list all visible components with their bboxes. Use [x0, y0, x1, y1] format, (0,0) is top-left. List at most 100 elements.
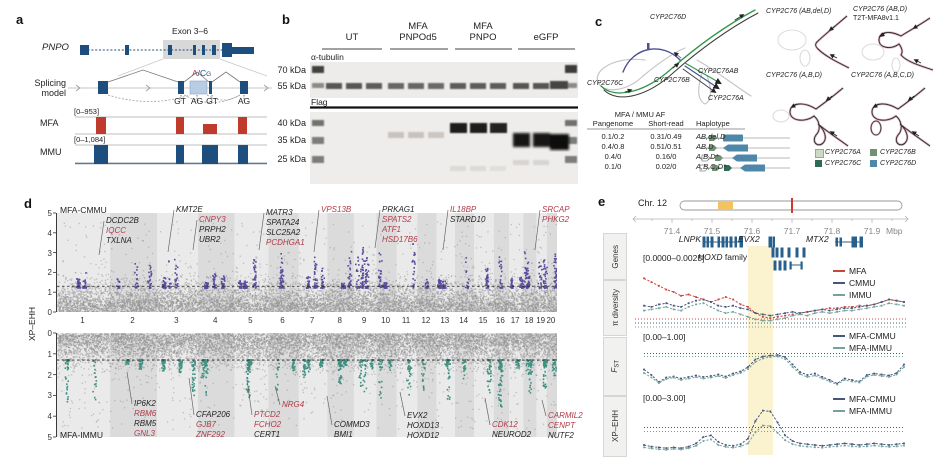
lane-group-mfa-pnpo-l2: PNPO: [469, 32, 497, 43]
statistic-line-series: [643, 277, 905, 451]
legend-label-cyp2c76a: CYP2C76A: [825, 149, 861, 156]
chromosome-number: 11: [401, 316, 411, 325]
table-cell: A,B,C,D*: [696, 162, 727, 171]
alternative-exon-box: [189, 80, 208, 95]
gene-label: GNL3: [134, 429, 155, 438]
chromosome-number: 8: [337, 316, 342, 325]
legend-swatch-cyp2c76a: [815, 149, 824, 158]
table-col-haplotype: Haplotype: [696, 119, 730, 128]
gene-label: IL18BP: [450, 205, 477, 214]
gene-label: HSD17B6: [382, 235, 418, 244]
mmu-track-label: MMU: [40, 147, 62, 157]
gene-annotation-top: DCDC2B IQCC TXLNA: [106, 216, 139, 246]
series-line-MFA: [643, 277, 905, 319]
gene-label: BMI1: [334, 430, 353, 439]
marker-25kda: 25 kDa: [277, 154, 306, 164]
gene-label: GJB7: [196, 420, 217, 429]
table-group-header: MFA / MMU AF: [614, 110, 666, 119]
series-line-MFA-IMMU: [643, 424, 905, 451]
assembly-graph-1: [777, 15, 850, 70]
gene-annotation-bottom: COMMD3 BMI1: [334, 420, 370, 440]
gene-label: PCDHGA1: [266, 238, 305, 247]
marker-70kda: 70 kDa: [277, 65, 306, 75]
flag-blot: [310, 112, 578, 184]
chromosome-number: 13: [440, 316, 450, 325]
ideogram-region-marker: [718, 201, 733, 210]
mfa-coverage-bars: [96, 117, 247, 134]
marker-35kda: 35 kDa: [277, 135, 306, 145]
alt-splice-lines: [107, 94, 241, 103]
gene-annotation-top: VPS13B: [321, 205, 351, 215]
table-cell: 0.02/0: [655, 162, 677, 171]
legend-swatch-cyp2c76c: [815, 160, 822, 167]
ytick-top: 3: [47, 248, 52, 258]
xp-ehh-axis-label: XP–EHH: [27, 307, 37, 342]
gene-annotation-bottom: NRG4: [282, 400, 304, 410]
legend-label-fst-mfacmmu: MFA-CMMU: [849, 331, 896, 341]
chromosome-number: 18: [524, 316, 534, 325]
ytick-top: 0: [47, 308, 52, 317]
legend-swatch-cyp2c76b: [870, 149, 877, 156]
legend-dash-xp-mfaimmu: [833, 410, 845, 412]
splice-site-gt2: GT: [206, 96, 218, 106]
gene-label: MATR3: [266, 208, 293, 217]
chromosome-number: 14: [459, 316, 469, 325]
chromosome-number: 2: [130, 316, 135, 325]
gene-label: VPS13B: [321, 205, 352, 214]
gene-label: SLC25A2: [266, 228, 301, 237]
legend-dash-mfa: [833, 270, 845, 272]
axis-tick: 71.4: [663, 226, 681, 236]
gene-label: NUTF2: [548, 431, 574, 440]
row-label-fst: FST: [603, 337, 627, 396]
chromosome-number: 19: [536, 316, 546, 325]
lane-group-mfa-pnpod5-l2: PNPOd5: [399, 32, 437, 43]
gene-label-mtx2: MTX2: [806, 234, 829, 244]
tubulin-blot: [310, 62, 578, 98]
panel-b-blot-graphic: [310, 48, 578, 184]
gene-label: PHKG2: [542, 215, 570, 224]
gene-label: FCHO2: [254, 420, 282, 429]
splice-junction-lines: [107, 69, 241, 83]
assembly-graph-4: [870, 87, 931, 147]
chromosome-number: 9: [361, 316, 367, 325]
gene-annotation-top: KMT2E: [176, 205, 203, 215]
egfp-bands: [513, 133, 569, 150]
gene-label: SPATA24: [266, 218, 300, 227]
xpehh-range-label: [0.00–3.00]: [643, 393, 686, 403]
ytick-top: 2: [47, 268, 52, 278]
gene-label-hoxd-family: HOXD family: [698, 252, 748, 262]
panel-c-graph-graphic: [587, 9, 934, 172]
gene-label: HOXD13: [407, 421, 440, 430]
table-cell: 0.51/0.51: [650, 142, 682, 151]
manhattan-bottom-canvas: [56, 333, 557, 437]
gene-annotation-bottom: PTCD2 FCHO2 CERT1: [254, 410, 281, 440]
ytick-top: 1: [47, 288, 52, 298]
table-cell: 0.16/0: [655, 152, 677, 161]
graph-label-cyp2c76b: CYP2C76B: [654, 77, 690, 84]
table-cell: 0.1/0: [604, 162, 622, 171]
series-markers-CMMU: [643, 298, 905, 317]
blot1-antibody-label: α-tubulin: [311, 52, 344, 62]
comparison-label-top: MFA-CMMU: [60, 205, 107, 215]
axis-tick: 71.7: [783, 226, 801, 236]
gene-label: ATF1: [382, 225, 401, 234]
gene-label: CFAP206: [196, 410, 231, 419]
ytick-bottom: 4: [47, 412, 52, 422]
table-cell: A,B,D*: [696, 152, 719, 161]
gene-annotation-bottom: CARMIL2 CENPT NUTF2: [548, 411, 583, 441]
gene-label: HOXD12: [407, 431, 440, 440]
panel-e-graphic: [632, 198, 909, 455]
gene-annotation-top: MATR3 SPATA24 SLC25A2 PCDHGA1: [266, 208, 305, 248]
gene-label: NEUROD2: [492, 430, 532, 439]
splice-site-gt1: GT: [174, 96, 186, 106]
legend-label-xp-mfaimmu: MFA-IMMU: [849, 406, 892, 416]
panel-c-letter: c: [595, 14, 603, 29]
gene-annotation-top: PRKAG1 SPATS2 ATF1 HSD17B6: [382, 205, 418, 245]
legend-label-fst-mfaimmu: MFA-IMMU: [849, 343, 892, 353]
marker-55kda: 55 kDa: [277, 81, 306, 91]
table-cell: 0.4/0: [604, 152, 622, 161]
exon-region-label: Exon 3–6: [172, 26, 208, 36]
chromosome-number: 1: [80, 316, 85, 325]
chromosome-number: 7: [309, 316, 315, 325]
manhattan-top-canvas: [56, 213, 557, 312]
